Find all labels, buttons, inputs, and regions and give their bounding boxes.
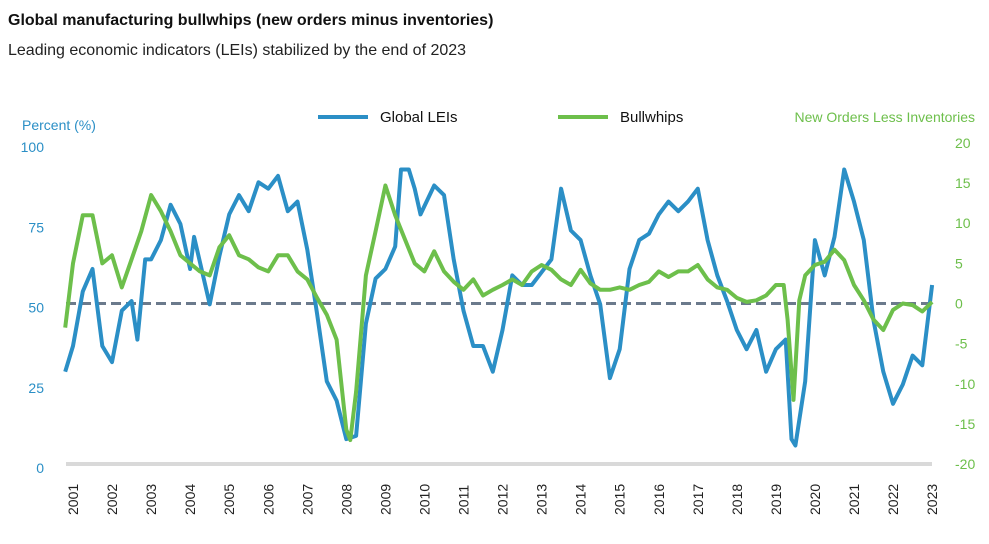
x-axis-tick: 2009	[377, 484, 393, 515]
x-axis-tick: 2007	[299, 484, 315, 515]
x-axis-tick: 2001	[65, 484, 81, 515]
legend-label: Bullwhips	[620, 109, 683, 126]
right-axis-tick: 20	[955, 135, 971, 151]
x-axis-tick: 2012	[495, 484, 511, 515]
x-axis-tick: 2005	[221, 484, 237, 515]
x-axis-tick: 2022	[885, 484, 901, 515]
x-axis-tick: 2010	[416, 484, 432, 515]
x-axis-tick: 2004	[182, 484, 198, 515]
left-axis-label: Percent (%)	[22, 117, 96, 133]
left-axis-tick: 75	[28, 219, 44, 235]
right-axis-tick: -20	[955, 456, 975, 472]
right-axis-tick: -10	[955, 376, 975, 392]
left-axis-tick: 50	[28, 300, 44, 316]
x-axis-tick: 2017	[690, 484, 706, 515]
x-axis-tick: 2016	[651, 484, 667, 515]
x-axis-tick: 2020	[807, 484, 823, 515]
left-axis-tick: 0	[36, 460, 44, 476]
x-axis-tick: 2013	[534, 484, 550, 515]
x-axis-tick: 2003	[143, 484, 159, 515]
right-axis-tick: -5	[955, 336, 968, 352]
x-axis-tick: 2023	[924, 484, 940, 515]
x-axis-tick: 2002	[104, 484, 120, 515]
right-axis-tick: 10	[955, 215, 971, 231]
x-axis-tick: 2011	[456, 485, 472, 515]
chart-title: Global manufacturing bullwhips (new orde…	[8, 12, 494, 29]
x-axis-tick: 2019	[768, 484, 784, 515]
right-axis-tick: 15	[955, 175, 971, 191]
right-axis-tick: 5	[955, 255, 963, 271]
x-axis-tick: 2008	[338, 484, 354, 515]
right-axis-tick: 0	[955, 296, 963, 312]
right-axis-tick: -15	[955, 416, 975, 432]
x-axis-tick: 2014	[573, 484, 589, 515]
left-axis-tick: 100	[21, 139, 45, 155]
x-axis-tick: 2006	[260, 484, 276, 515]
x-axis-tick: 2015	[612, 484, 628, 515]
right-axis-label: New Orders Less Inventories	[794, 109, 975, 125]
x-axis-tick: 2021	[846, 484, 862, 515]
legend-label: Global LEIs	[380, 109, 458, 126]
x-axis-tick: 2018	[729, 484, 745, 515]
chart-subtitle: Leading economic indicators (LEIs) stabi…	[8, 42, 467, 59]
left-axis-tick: 25	[28, 380, 44, 396]
series-line-global-leis	[63, 167, 935, 448]
series-line-bullwhips	[63, 183, 934, 442]
